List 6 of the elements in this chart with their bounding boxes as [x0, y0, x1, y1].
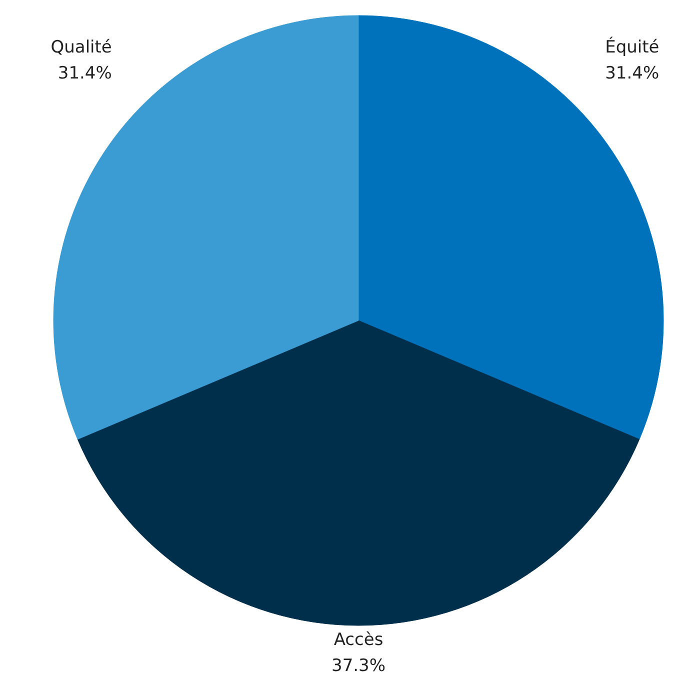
data-label: 31.4%	[605, 64, 660, 84]
data-label: 37.3%	[332, 656, 386, 676]
data-label: 31.4%	[58, 64, 112, 84]
slice-label: Équité	[605, 36, 660, 58]
slice-label: Accès	[334, 630, 384, 650]
slice-label: Qualité	[50, 38, 112, 58]
